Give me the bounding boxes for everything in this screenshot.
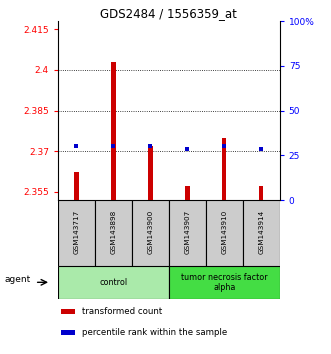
Bar (61, 309, 75, 314)
Bar (206, 200, 243, 266)
Text: GSM143717: GSM143717 (73, 209, 79, 253)
Text: control: control (99, 278, 127, 287)
Bar (169, 200, 206, 266)
Bar (58, 266, 169, 299)
Text: transformed count: transformed count (82, 307, 162, 316)
Bar (185, 187, 190, 200)
Bar (61, 331, 75, 335)
Text: GSM143898: GSM143898 (110, 209, 117, 253)
Text: GSM143907: GSM143907 (184, 209, 190, 253)
Bar (74, 172, 79, 200)
Text: agent: agent (5, 275, 31, 284)
Text: GSM143900: GSM143900 (147, 209, 153, 253)
Bar (58, 200, 95, 266)
Bar (243, 200, 280, 266)
Bar (95, 200, 132, 266)
Text: tumor necrosis factor
alpha: tumor necrosis factor alpha (181, 273, 267, 292)
Text: GSM143910: GSM143910 (221, 209, 227, 253)
Bar (148, 146, 153, 200)
Bar (132, 200, 169, 266)
Title: GDS2484 / 1556359_at: GDS2484 / 1556359_at (100, 7, 237, 20)
Text: percentile rank within the sample: percentile rank within the sample (82, 328, 227, 337)
Bar (259, 187, 263, 200)
Bar (111, 62, 116, 200)
Bar (169, 266, 280, 299)
Text: GSM143914: GSM143914 (258, 209, 264, 253)
Bar (222, 138, 226, 200)
